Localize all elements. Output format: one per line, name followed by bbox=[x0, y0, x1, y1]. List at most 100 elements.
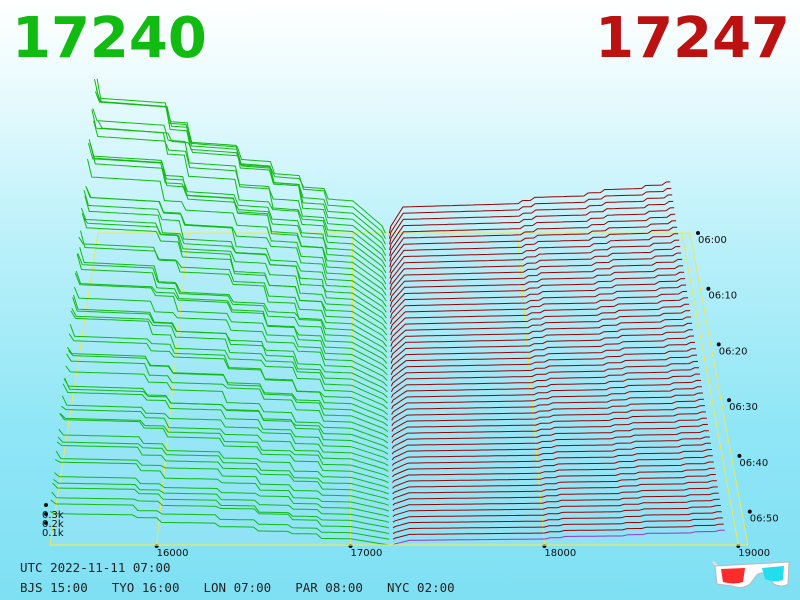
time-tick-label: 06:30 bbox=[729, 402, 758, 413]
clock-tyo: TYO 16:00 bbox=[111, 580, 180, 595]
ask-depth-line bbox=[391, 386, 703, 415]
ask-depth-line bbox=[392, 517, 723, 535]
bid-depth-line bbox=[91, 109, 387, 273]
ask-depth-line bbox=[391, 379, 702, 410]
ask-depth-line bbox=[390, 322, 693, 358]
ask-depth-line bbox=[389, 258, 683, 302]
x-gridline bbox=[156, 232, 189, 546]
bid-depth-line bbox=[69, 324, 388, 415]
volume-tick-mark bbox=[44, 503, 48, 507]
ask-depth-line bbox=[390, 367, 700, 398]
utc-timestamp: UTC 2022-11-11 07:00 bbox=[20, 560, 171, 575]
ask-depth-line bbox=[392, 523, 724, 540]
bid-depth-line bbox=[82, 216, 387, 330]
ask-depth-line bbox=[390, 348, 697, 381]
ask-depth-line bbox=[391, 405, 705, 432]
bid-depth-line bbox=[63, 378, 389, 455]
ask-depth-line bbox=[392, 486, 718, 506]
bid-depth-line bbox=[76, 253, 388, 370]
bid-depth-line bbox=[61, 395, 389, 467]
ask-depth-line bbox=[389, 246, 681, 290]
bid-depth-line bbox=[74, 272, 388, 381]
x-tick-label: 17000 bbox=[351, 548, 383, 559]
bid-depth-line bbox=[58, 428, 389, 489]
time-tick-mark bbox=[727, 398, 732, 403]
ask-depth-line bbox=[391, 411, 706, 438]
bid-depth-line bbox=[97, 120, 386, 234]
volume-tick-mark bbox=[44, 521, 48, 525]
ask-depth-line bbox=[391, 430, 709, 455]
bid-depth-line bbox=[68, 333, 389, 421]
bid-depth-line bbox=[50, 499, 390, 540]
ask-depth-line bbox=[391, 442, 711, 466]
ask-depth-line bbox=[392, 467, 715, 489]
ask-depth-line bbox=[391, 449, 712, 472]
bid-depth-line bbox=[64, 378, 389, 450]
bid-depth-line bbox=[51, 491, 390, 535]
time-tick-mark bbox=[706, 286, 711, 291]
bid-depth-line bbox=[49, 510, 390, 546]
bid-depth-line bbox=[80, 230, 388, 347]
bid-depth-line bbox=[56, 441, 389, 501]
ask-depth-line bbox=[392, 474, 716, 495]
bid-depth-line bbox=[87, 158, 387, 302]
bid-depth-line bbox=[87, 142, 387, 296]
bid-depth-line bbox=[57, 436, 389, 495]
bid-depth-line bbox=[89, 143, 387, 285]
ask-depth-line bbox=[392, 529, 725, 546]
x-tick-label: 16000 bbox=[157, 548, 189, 559]
bid-depth-line bbox=[59, 413, 389, 484]
bid-depth-line bbox=[77, 253, 388, 364]
ask-depth-line bbox=[389, 207, 675, 256]
ask-depth-line bbox=[389, 265, 684, 307]
bid-depth-line bbox=[53, 479, 390, 523]
clock-nyc: NYC 02:00 bbox=[386, 580, 455, 595]
bid-depth-line bbox=[93, 120, 387, 262]
clock-lon: LON 07:00 bbox=[203, 580, 272, 595]
bid-depth-line bbox=[67, 350, 389, 427]
ask-depth-line bbox=[390, 316, 692, 353]
x-gridline bbox=[681, 232, 739, 546]
ask-depth-line bbox=[389, 233, 679, 279]
3d-glasses-icon[interactable] bbox=[712, 558, 792, 592]
ask-depth-line bbox=[391, 373, 700, 404]
bid-depth-line bbox=[65, 365, 389, 444]
volume-tick-label: 0.2k bbox=[42, 519, 64, 530]
ask-depth-line bbox=[392, 505, 721, 523]
ask-depth-line bbox=[390, 335, 695, 370]
bid-depth-line bbox=[85, 186, 387, 313]
ask-depth-line bbox=[390, 278, 686, 319]
ask-depth-line bbox=[389, 220, 677, 268]
ask-depth-line bbox=[392, 480, 717, 500]
time-tick-label: 06:00 bbox=[698, 235, 727, 246]
bid-depth-line bbox=[62, 383, 389, 461]
ask-depth-line bbox=[391, 392, 703, 421]
bid-depth-line bbox=[94, 78, 387, 256]
ask-depth-line bbox=[392, 511, 722, 529]
ask-depth-line bbox=[389, 200, 674, 251]
bid-depth-line bbox=[54, 459, 389, 512]
bid-depth-line bbox=[67, 347, 389, 432]
clock-bjs: BJS 15:00 bbox=[20, 580, 88, 595]
bid-price: 17240 bbox=[12, 6, 207, 71]
ask-depth-line bbox=[391, 417, 707, 444]
ask-depth-line bbox=[390, 297, 689, 336]
bid-depth-line bbox=[72, 297, 388, 398]
ask-depth-line bbox=[389, 252, 682, 296]
ask-depth-line bbox=[392, 492, 719, 512]
bid-depth-line bbox=[79, 247, 388, 353]
bid-depth-line bbox=[80, 207, 388, 342]
ask-depth-line bbox=[388, 181, 671, 234]
bid-depth-line bbox=[73, 287, 388, 387]
x-gridline bbox=[350, 232, 354, 546]
ask-depth-line bbox=[390, 354, 698, 387]
ask-depth-line bbox=[390, 303, 690, 341]
bid-depth-line bbox=[71, 307, 388, 404]
bid-depth-line bbox=[54, 472, 390, 518]
ask-depth-line bbox=[389, 187, 672, 239]
ask-depth-line bbox=[389, 194, 673, 245]
time-tick-mark bbox=[747, 509, 752, 514]
volume-tick-mark bbox=[44, 512, 48, 516]
ask-depth-line bbox=[391, 423, 708, 449]
